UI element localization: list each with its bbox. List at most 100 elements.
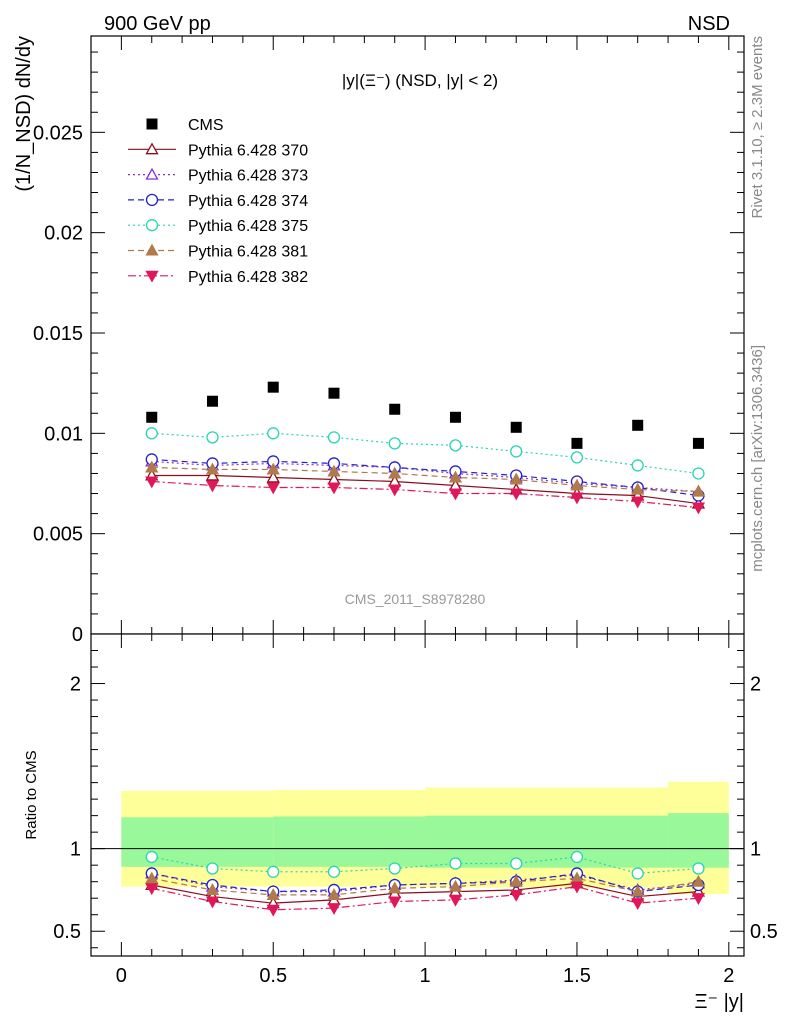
main-series-cms xyxy=(146,381,704,449)
statistical-uncertainty-band xyxy=(273,816,426,867)
legend-label: CMS xyxy=(188,117,224,134)
legend-marker xyxy=(146,118,158,130)
main-y-label: (1/N_NSD) dN/dy xyxy=(13,36,35,192)
main-data-point xyxy=(388,484,402,497)
main-data-point xyxy=(266,482,280,495)
legend-entry: Pythia 6.428 373 xyxy=(128,168,308,185)
legend-label: Pythia 6.428 370 xyxy=(188,142,308,159)
main-data-point xyxy=(206,431,219,444)
ratio-panel: 0 0.5 1 1.5 2 0.5 0.5 1 1 2 2 Ratio to CMS Ξ⁻ |y| xyxy=(23,633,778,1013)
ratio-y-tick-label: 1 xyxy=(70,839,81,861)
x-tick-label: 0.5 xyxy=(259,965,287,987)
x-tick-label: 0 xyxy=(116,965,127,987)
main-data-point xyxy=(389,403,401,415)
main-data-point xyxy=(388,437,401,450)
main-data-point xyxy=(328,387,340,399)
legend-label: Pythia 6.428 375 xyxy=(188,218,308,235)
ratio-series-line xyxy=(151,877,699,896)
legend-label: Pythia 6.428 381 xyxy=(188,244,308,261)
main-data-point xyxy=(266,462,280,475)
main-data-point xyxy=(206,395,218,407)
main-series-pythia-6-428-375 xyxy=(145,427,705,480)
main-data-point xyxy=(692,467,705,480)
statistical-uncertainty-band xyxy=(668,813,729,868)
ratio-plot-area xyxy=(91,634,744,956)
ratio-series-line xyxy=(151,886,699,911)
main-data-point xyxy=(205,468,220,481)
main-series-line xyxy=(151,432,699,475)
ratio-data-point xyxy=(388,862,401,875)
main-data-point xyxy=(692,437,704,449)
ratio-data-point xyxy=(631,867,644,880)
legend-marker xyxy=(145,270,159,283)
ratio-y-tick-label: 0.5 xyxy=(53,921,81,943)
statistical-uncertainty-band xyxy=(121,817,274,867)
main-data-point xyxy=(388,466,402,479)
ratio-series-pythia-6-428-382 xyxy=(145,881,706,917)
ratio-data-point xyxy=(448,894,463,907)
main-data-point xyxy=(267,381,279,393)
ratio-frame xyxy=(90,633,745,957)
legend-marker xyxy=(145,167,159,180)
ratio-data-point xyxy=(509,889,523,902)
ratio-data-point xyxy=(631,898,645,910)
ratio-y-label: Ratio to CMS xyxy=(23,750,40,839)
legend-entry: Pythia 6.428 381 xyxy=(128,244,308,261)
ratio-data-point xyxy=(327,865,341,878)
ratio-y-tick-label: 2 xyxy=(70,674,81,696)
ratio-series-pythia-6-428-375 xyxy=(145,850,705,880)
rivet-label: Rivet 3.1.10, ≥ 2.3M events xyxy=(749,36,766,219)
main-data-point xyxy=(570,478,584,491)
ratio-series-layer xyxy=(145,850,706,917)
main-data-point xyxy=(691,502,706,515)
main-title: |y|(Ξ⁻) (NSD, |y| < 2) xyxy=(342,71,498,90)
x-tick-label: 1.5 xyxy=(563,965,591,987)
main-data-point xyxy=(205,480,220,493)
legend-marker xyxy=(145,193,159,207)
ratio-data-point xyxy=(205,896,220,909)
ratio-y-tick-label-right: 1 xyxy=(750,839,761,861)
main-data-point xyxy=(449,411,461,423)
y-tick-label: 0.025 xyxy=(33,122,83,144)
ratio-series-line xyxy=(151,882,699,904)
ratio-data-point xyxy=(206,862,219,875)
legend-marker xyxy=(145,219,159,232)
ratio-series-line xyxy=(151,872,699,893)
ratio-y-tick-label-right: 0.5 xyxy=(750,921,778,943)
main-data-point xyxy=(266,470,280,483)
main-data-point xyxy=(327,431,341,444)
energy-label: 900 GeV pp xyxy=(104,13,211,35)
ratio-data-point xyxy=(692,862,705,875)
main-panel: 0 0.005 0.01 0.015 0.02 0.025 |y|(Ξ⁻) (NSD, |… xyxy=(13,35,745,646)
ratio-y-tick-label-right: 2 xyxy=(750,674,761,696)
ratio-data-point xyxy=(510,857,523,870)
mcplots-label: mcplots.cern.ch [arXiv:1306.3436] xyxy=(749,345,766,572)
ratio-data-point xyxy=(266,904,280,917)
y-tick-label: 0.02 xyxy=(44,223,83,245)
ratio-data-point xyxy=(631,884,645,897)
ratio-data-point xyxy=(388,881,402,894)
ratio-data-point xyxy=(388,896,402,909)
main-data-point xyxy=(205,462,220,475)
legend-label: Pythia 6.428 373 xyxy=(188,168,308,185)
main-series-pythia-6-428-381 xyxy=(145,460,706,497)
main-background xyxy=(91,36,744,634)
ratio-data-point xyxy=(691,874,706,887)
main-data-point xyxy=(570,492,584,505)
main-data-point xyxy=(691,484,706,497)
ratio-data-point xyxy=(691,893,706,906)
ratio-data-point xyxy=(570,881,584,894)
main-data-point xyxy=(632,419,644,431)
ratio-data-point xyxy=(509,874,523,887)
legend-label: Pythia 6.428 374 xyxy=(188,193,308,210)
main-data-point xyxy=(631,496,645,509)
main-series-layer xyxy=(145,381,706,515)
legend-entry: CMS xyxy=(146,117,224,134)
ratio-data-point xyxy=(327,888,341,900)
ratio-data-point xyxy=(267,865,280,878)
x-axis-label: Ξ⁻ |y| xyxy=(694,991,744,1013)
ratio-axes: 0 0.5 1 1.5 2 0.5 0.5 1 1 2 2 xyxy=(53,633,778,987)
main-data-point xyxy=(145,460,159,473)
main-data-point xyxy=(267,427,280,440)
